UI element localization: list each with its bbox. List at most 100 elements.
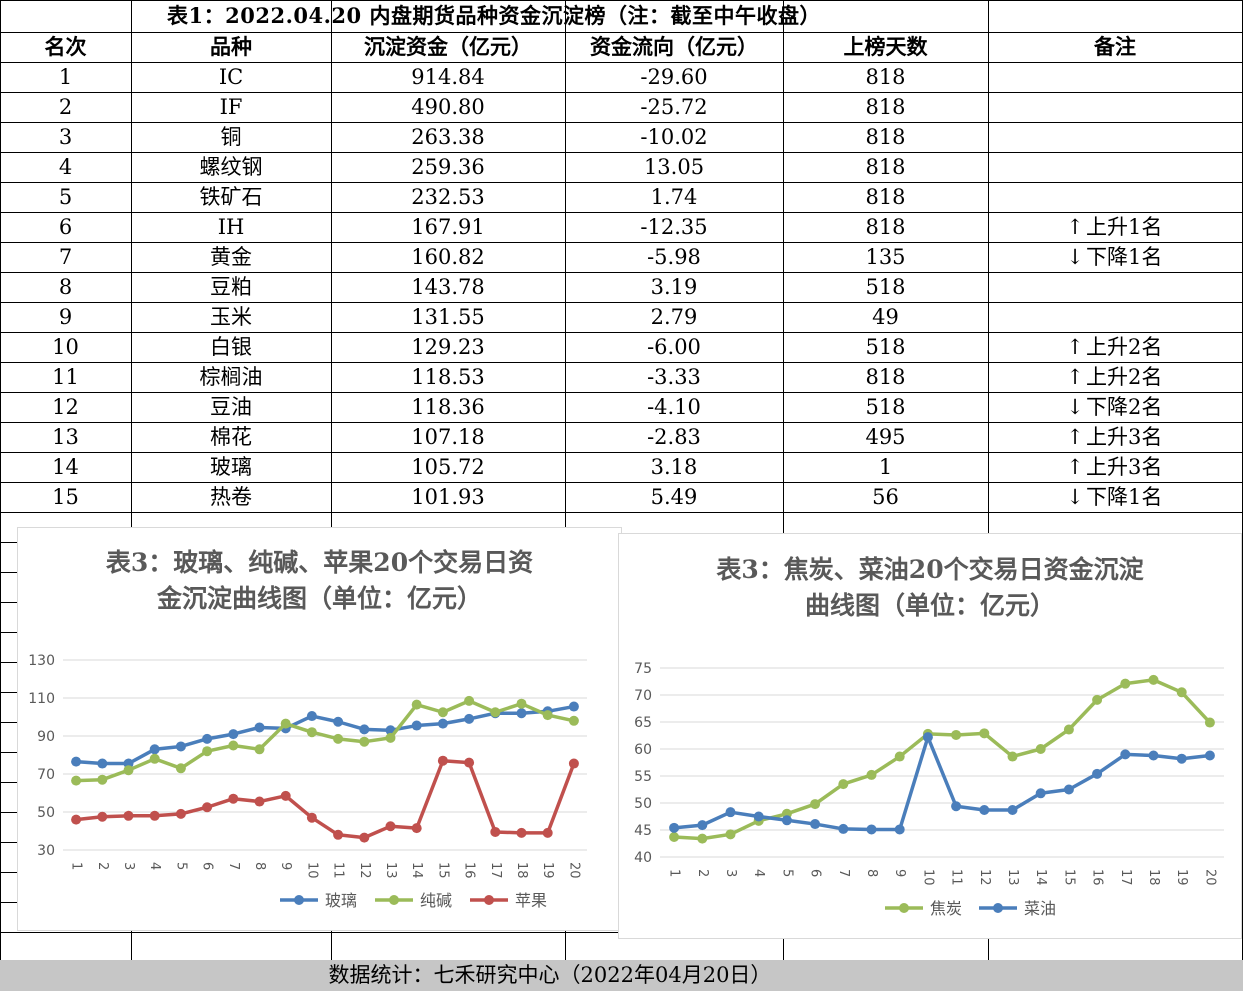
y-tick-label: 55 xyxy=(634,769,652,785)
cell-name: 玻璃 xyxy=(210,455,252,479)
x-tick-label: 9 xyxy=(892,869,907,877)
cell-fund: 167.91 xyxy=(411,215,485,239)
cell-rank: 12 xyxy=(52,395,79,419)
cell-flow: -2.83 xyxy=(647,425,701,449)
data-point xyxy=(516,708,527,719)
data-point xyxy=(464,757,475,768)
data-point xyxy=(1035,744,1046,754)
legend-label: 纯碱 xyxy=(420,891,452,910)
x-tick-label: 10 xyxy=(920,869,935,886)
header-fund: 沉淀资金（亿元） xyxy=(364,34,532,59)
cell-fund: 259.36 xyxy=(411,155,485,179)
cell-note: ↓ 下降1名 xyxy=(1064,482,1162,512)
legend-label: 焦炭 xyxy=(930,899,962,918)
data-point xyxy=(1063,784,1074,795)
data-point xyxy=(202,746,213,757)
data-point xyxy=(894,824,905,835)
data-point xyxy=(1148,750,1159,761)
header-rank: 名次 xyxy=(44,34,87,59)
data-point xyxy=(175,763,186,774)
cell-name: IC xyxy=(218,65,244,89)
cell-fund: 131.55 xyxy=(411,305,485,329)
grid-hline xyxy=(0,242,1243,243)
data-point xyxy=(1204,717,1215,728)
x-tick-label: 14 xyxy=(409,862,424,879)
data-point xyxy=(385,821,396,832)
data-point xyxy=(951,801,962,812)
data-point xyxy=(280,790,291,801)
x-tick-label: 3 xyxy=(121,862,136,870)
data-point xyxy=(228,793,239,804)
grid-hline xyxy=(0,332,1243,333)
data-point xyxy=(175,808,186,819)
data-point xyxy=(1120,749,1131,760)
x-tick-label: 7 xyxy=(836,869,851,877)
data-point xyxy=(97,758,108,769)
cell-name: IF xyxy=(219,95,243,119)
cell-rank: 4 xyxy=(58,155,73,179)
data-point xyxy=(669,832,680,843)
data-point xyxy=(71,775,82,786)
data-point xyxy=(228,729,239,740)
grid-vline xyxy=(131,0,132,991)
data-point xyxy=(838,779,849,790)
cell-flow: 5.49 xyxy=(650,485,698,509)
cell-fund: 160.82 xyxy=(411,245,485,269)
x-tick-label: 5 xyxy=(779,869,794,877)
x-tick-label: 8 xyxy=(252,862,267,870)
grid-hline xyxy=(0,152,1243,153)
data-point xyxy=(411,720,422,731)
cell-fund: 107.18 xyxy=(411,425,485,449)
grid-hline xyxy=(0,422,1243,423)
data-point xyxy=(464,695,475,706)
cell-flow: 13.05 xyxy=(643,155,705,179)
cell-fund: 914.84 xyxy=(411,65,485,89)
footer-bar xyxy=(0,960,1243,991)
arrow-up-icon: ↑ xyxy=(1066,425,1084,449)
grid-hline xyxy=(0,182,1243,183)
data-point xyxy=(568,715,579,726)
data-point xyxy=(866,769,877,780)
cell-days: 818 xyxy=(865,155,906,179)
data-point xyxy=(437,707,448,718)
data-point xyxy=(71,756,82,767)
y-tick-label: 65 xyxy=(634,715,652,731)
y-tick-label: 70 xyxy=(634,688,652,704)
chart-title-line2: 金沉淀曲线图（单位：亿元） xyxy=(156,584,482,613)
note-text: 上升2名 xyxy=(1086,365,1163,389)
grid-hline xyxy=(0,482,1243,483)
cell-rank: 11 xyxy=(52,365,79,389)
cell-name: 螺纹钢 xyxy=(199,155,263,179)
cell-rank: 13 xyxy=(52,425,79,449)
header-note: 备注 xyxy=(1094,34,1136,59)
grid-hline xyxy=(0,32,1243,33)
cell-flow: 3.18 xyxy=(650,455,698,479)
x-tick-label: 5 xyxy=(173,862,188,870)
chart-glass-soda-apple: 表3：玻璃、纯碱、苹果20个交易日资 金沉淀曲线图（单位：亿元） 30 50 70 9… xyxy=(17,527,622,931)
x-tick-label: 18 xyxy=(1146,869,1161,886)
data-point xyxy=(71,814,82,825)
x-tick-label: 1 xyxy=(69,862,84,870)
arrow-up-icon: ↑ xyxy=(1066,455,1084,479)
y-tick-label: 75 xyxy=(634,661,652,677)
data-point xyxy=(979,805,990,816)
data-point xyxy=(123,810,134,821)
grid-hline xyxy=(0,272,1243,273)
cell-name: 豆油 xyxy=(210,395,252,419)
y-tick-label: 110 xyxy=(28,691,55,707)
series-line-苹果 xyxy=(75,758,576,840)
cell-name: 热卷 xyxy=(210,485,252,509)
data-point xyxy=(725,807,736,818)
x-tick-label: 16 xyxy=(1090,869,1105,886)
data-point xyxy=(866,824,877,835)
y-tick-label: 90 xyxy=(37,729,55,745)
cell-note: ↑ 上升3名 xyxy=(1064,452,1162,482)
data-point xyxy=(175,741,186,752)
arrow-up-icon: ↑ xyxy=(1066,335,1084,359)
footer-text: 数据统计：七禾研究中心（2022年04月20日） xyxy=(328,963,772,987)
note-text: 上升2名 xyxy=(1086,335,1163,359)
data-point xyxy=(1007,805,1018,816)
header-days: 上榜天数 xyxy=(843,34,928,59)
data-point xyxy=(359,736,370,747)
